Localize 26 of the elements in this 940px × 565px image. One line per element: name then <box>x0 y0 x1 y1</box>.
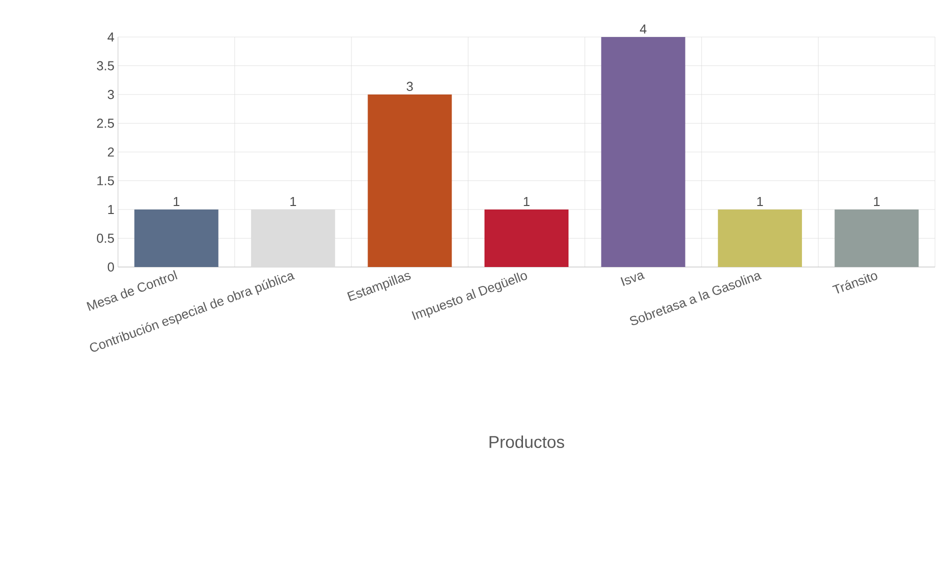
y-tick-label: 3 <box>108 90 114 100</box>
data-label: 1 <box>874 197 880 206</box>
bar <box>601 37 686 268</box>
bar <box>134 210 218 268</box>
y-tick-label: 3.5 <box>96 61 114 70</box>
y-tick-label: 1 <box>108 205 114 214</box>
data-label: 3 <box>406 82 413 91</box>
x-tick-label: Isva <box>620 272 645 286</box>
data-label: 1 <box>757 197 763 206</box>
y-tick-label: 0 <box>108 262 114 272</box>
x-axis-title: Productos <box>490 436 564 448</box>
y-tick-label: 4 <box>108 32 114 42</box>
data-label: 1 <box>524 197 530 206</box>
y-tick-label: 0.5 <box>96 234 114 243</box>
y-tick-label: 1.5 <box>97 176 114 186</box>
y-tick-label: 2 <box>108 147 114 157</box>
bar <box>368 94 452 268</box>
data-label: 4 <box>640 24 646 34</box>
data-label: 1 <box>174 197 180 206</box>
bar <box>484 210 569 268</box>
x-tick-label: Tránsito <box>832 273 878 294</box>
bar <box>718 210 802 268</box>
bar <box>834 210 919 268</box>
y-tick-label: 2.5 <box>97 118 114 128</box>
x-tick-label: Mesa de Control <box>86 270 178 311</box>
data-label: 1 <box>290 197 296 206</box>
